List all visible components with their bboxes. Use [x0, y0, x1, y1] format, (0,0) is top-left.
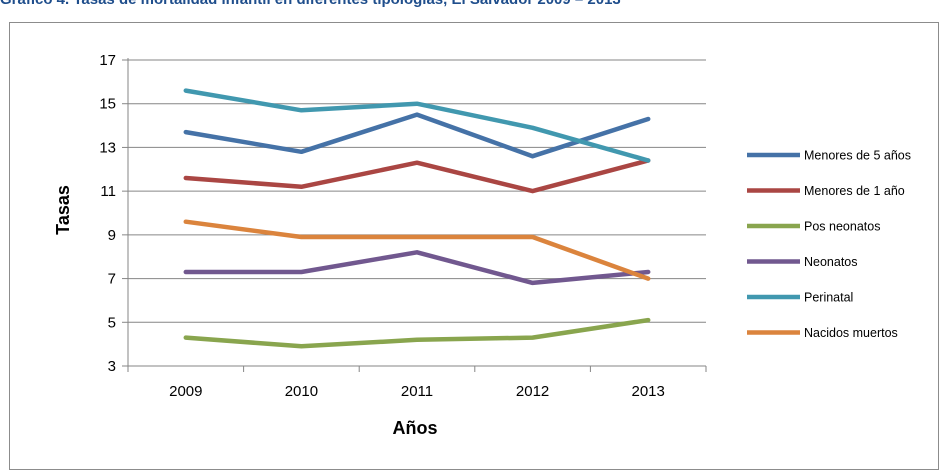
legend-label: Neonatos — [804, 255, 858, 269]
legend-label: Nacidos muertos — [804, 326, 898, 340]
legend-label: Pos neonatos — [804, 220, 880, 234]
legend-label: Menores de 5 años — [804, 149, 911, 163]
y-tick-label: 11 — [100, 183, 116, 200]
chart-frame: 3 5 7 9 11 13 15 17 2009 2010 2011 2012 2013 Menores… — [9, 22, 939, 470]
x-tick-label: 2011 — [401, 383, 433, 400]
x-tick-label: 2010 — [285, 383, 318, 400]
legend-label: Menores de 1 año — [804, 184, 905, 198]
line-chart: 3 5 7 9 11 13 15 17 2009 2010 2011 2012 2013 Menores… — [53, 52, 911, 438]
series-line — [183, 219, 651, 281]
y-tick-label: 17 — [99, 52, 116, 69]
series-line — [183, 317, 651, 349]
x-tick-label: 2012 — [516, 383, 549, 400]
legend: Menores de 5 años Menores de 1 año Pos neo… — [747, 149, 911, 340]
gridlines — [128, 59, 706, 323]
series-line — [183, 158, 651, 194]
x-tick-label: 2009 — [169, 383, 202, 400]
legend-label: Perinatal — [804, 291, 853, 305]
series-lines — [183, 88, 651, 349]
axes: 3 5 7 9 11 13 15 17 2009 2010 2011 2012 2013 — [99, 52, 707, 400]
y-tick-label: 15 — [99, 96, 116, 113]
series-line — [183, 88, 651, 163]
y-tick-label: 13 — [99, 139, 116, 156]
series-line — [183, 112, 651, 159]
series-line — [183, 250, 651, 286]
y-tick-label: 5 — [108, 314, 116, 331]
y-tick-label: 3 — [108, 358, 116, 375]
y-tick-label: 9 — [108, 227, 116, 244]
y-tick-label: 7 — [108, 271, 116, 288]
document-title: Gráfico 4. Tasas de mortalidad infantil … — [0, 0, 941, 8]
x-axis-title: Años — [393, 418, 438, 438]
x-tick-label: 2013 — [632, 383, 665, 400]
y-axis-title: Tasas — [53, 185, 73, 235]
